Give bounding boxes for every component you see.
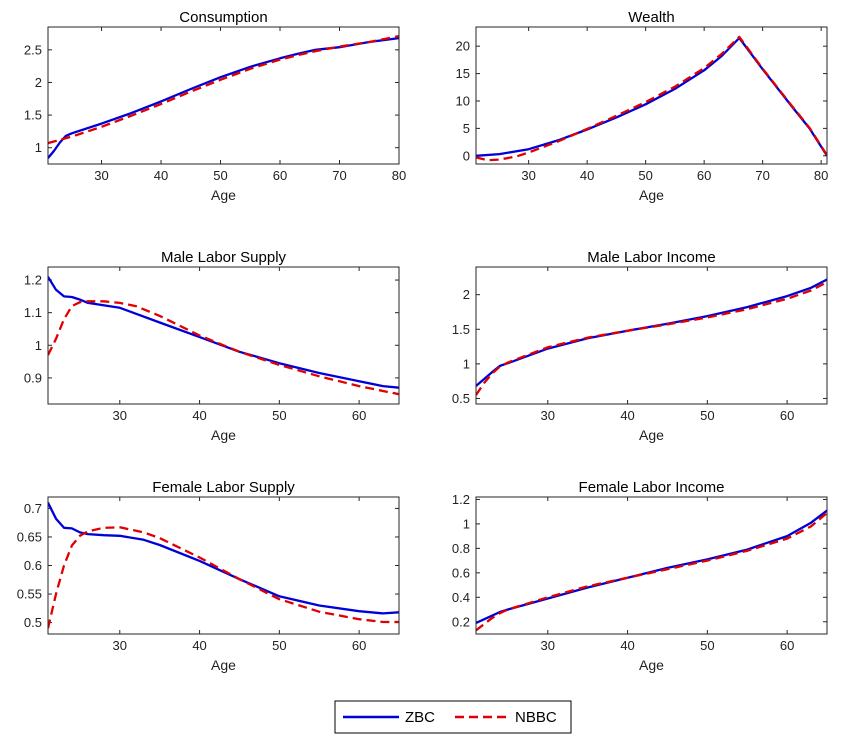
x-tick-label: 30 <box>521 168 535 183</box>
subplot-2: Wealth 30 40 50 60 70 80 0 5 10 15 20 Age <box>456 9 829 203</box>
x-tick-label: 50 <box>638 168 652 183</box>
subplot-5: Female Labor Supply 30 40 50 60 0.5 0.55 0.6 0.6… <box>17 479 400 673</box>
x-tick-label: 30 <box>541 408 555 423</box>
x-tick-label: 40 <box>620 408 634 423</box>
y-tick-label: 0.6 <box>452 565 470 580</box>
x-tick-label: 50 <box>272 408 286 423</box>
x-axis-label: Age <box>211 187 236 203</box>
subplot-title: Wealth <box>628 9 674 26</box>
series-line-nbbc <box>48 300 399 396</box>
series-line-nbbc <box>48 34 399 145</box>
axes-box <box>47 496 400 635</box>
x-tick-label: 40 <box>580 168 594 183</box>
y-tick-label: 15 <box>456 66 470 81</box>
subplot-title: Consumption <box>179 9 267 26</box>
x-tick-label: 70 <box>332 168 346 183</box>
y-tick-label: 1 <box>463 356 470 371</box>
x-tick-label: 60 <box>697 168 711 183</box>
y-tick-label: 1.5 <box>452 322 470 337</box>
y-tick-label: 1.1 <box>24 305 42 320</box>
series-line-nbbc <box>476 35 827 162</box>
y-tick-label: 0.4 <box>452 590 470 605</box>
axes-box <box>47 26 400 165</box>
x-tick-label: 80 <box>814 168 828 183</box>
x-axis-label: Age <box>639 427 664 443</box>
series-line-zbc <box>476 509 827 625</box>
y-tick-label: 0.55 <box>17 587 42 602</box>
subplot-1: Consumption 30 40 50 60 70 80 1 1.5 2 2.5 Age <box>24 9 406 203</box>
subplot-3: Male Labor Supply 30 40 50 60 0.9 1 1.1 1.2 Age <box>24 249 400 443</box>
legend-label-zbc: ZBC <box>405 709 435 726</box>
y-tick-label: 2 <box>463 287 470 302</box>
x-tick-label: 30 <box>541 638 555 653</box>
x-tick-label: 30 <box>113 638 127 653</box>
axes-box <box>475 496 828 635</box>
y-tick-label: 0.9 <box>24 370 42 385</box>
x-tick-label: 30 <box>94 168 108 183</box>
y-tick-label: 0.8 <box>452 541 470 556</box>
series-line-zbc <box>48 276 399 389</box>
subplot-title: Male Labor Income <box>587 249 715 266</box>
legend: ZBC NBBC <box>334 700 572 734</box>
y-tick-label: 20 <box>456 39 470 54</box>
y-tick-label: 1.2 <box>24 273 42 288</box>
legend-label-nbbc: NBBC <box>515 709 557 726</box>
x-axis-label: Age <box>639 187 664 203</box>
series-line-zbc <box>48 36 399 159</box>
axes-box <box>47 266 400 405</box>
y-tick-label: 1.2 <box>452 492 470 507</box>
x-tick-label: 40 <box>154 168 168 183</box>
y-tick-label: 1 <box>35 338 42 353</box>
x-tick-label: 60 <box>780 408 794 423</box>
x-axis-label: Age <box>211 427 236 443</box>
x-tick-label: 50 <box>700 408 714 423</box>
series-line-nbbc <box>48 526 399 629</box>
x-tick-label: 30 <box>113 408 127 423</box>
series-line-zbc <box>476 36 827 157</box>
subplot-title: Male Labor Supply <box>161 249 287 266</box>
y-tick-label: 0.6 <box>24 558 42 573</box>
x-axis-label: Age <box>211 657 236 673</box>
y-tick-label: 10 <box>456 93 470 108</box>
x-tick-label: 60 <box>352 408 366 423</box>
y-tick-label: 0.5 <box>452 391 470 406</box>
y-tick-label: 5 <box>463 121 470 136</box>
subplot-title: Female Labor Supply <box>152 479 295 496</box>
x-axis-label: Age <box>639 657 664 673</box>
x-tick-label: 50 <box>213 168 227 183</box>
x-tick-label: 70 <box>755 168 769 183</box>
y-tick-label: 2.5 <box>24 42 42 57</box>
y-tick-label: 0.5 <box>24 615 42 630</box>
y-tick-label: 1 <box>463 516 470 531</box>
x-tick-label: 40 <box>620 638 634 653</box>
subplot-4: Male Labor Income 30 40 50 60 0.5 1 1.5 2 Age <box>452 249 828 443</box>
series-line-nbbc <box>476 512 827 632</box>
axes-box <box>475 266 828 405</box>
x-tick-label: 40 <box>192 408 206 423</box>
x-tick-label: 60 <box>780 638 794 653</box>
series-line-zbc <box>476 278 827 387</box>
y-tick-label: 0.65 <box>17 529 42 544</box>
y-tick-label: 0.7 <box>24 501 42 516</box>
x-tick-label: 50 <box>700 638 714 653</box>
subplot-6: Female Labor Income 30 40 50 60 0.2 0.4 0.6 0.8 1… <box>452 479 828 673</box>
x-tick-label: 40 <box>192 638 206 653</box>
x-tick-label: 60 <box>273 168 287 183</box>
y-tick-label: 0 <box>463 148 470 163</box>
series-line-zbc <box>48 502 399 615</box>
axes-box <box>475 26 828 165</box>
y-tick-label: 1.5 <box>24 108 42 123</box>
x-tick-label: 80 <box>392 168 406 183</box>
y-tick-label: 0.2 <box>452 614 470 629</box>
subplot-title: Female Labor Income <box>579 479 725 496</box>
x-tick-label: 60 <box>352 638 366 653</box>
series-line-nbbc <box>476 281 827 396</box>
y-tick-label: 2 <box>35 75 42 90</box>
y-tick-label: 1 <box>35 140 42 155</box>
x-tick-label: 50 <box>272 638 286 653</box>
